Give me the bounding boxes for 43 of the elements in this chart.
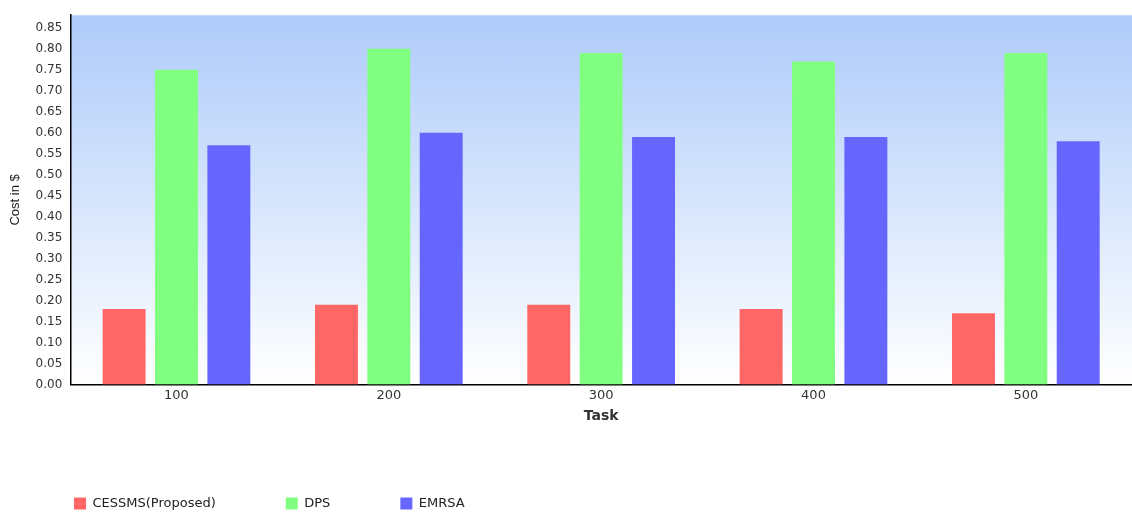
- x-tick-label: 100: [164, 386, 189, 402]
- y-tick-label: 0.80: [35, 40, 63, 55]
- y-axis-title: Cost in $: [7, 173, 23, 226]
- y-tick-label: 0.40: [35, 208, 63, 223]
- y-tick-label: 0.10: [35, 334, 63, 349]
- y-tick-label: 0.50: [35, 166, 63, 181]
- bar: [527, 304, 571, 385]
- y-tick-label: 0.15: [35, 313, 63, 328]
- y-tick-label: 0.75: [35, 61, 63, 76]
- x-tick-label: 300: [588, 386, 614, 402]
- y-tick-label: 0.30: [35, 250, 63, 265]
- x-tick-label: 500: [1013, 386, 1039, 402]
- bar: [632, 136, 676, 385]
- bar: [419, 132, 463, 385]
- y-tick-label: 0.35: [35, 229, 63, 244]
- bar: [844, 136, 888, 385]
- y-tick-label: 0.25: [35, 271, 63, 286]
- x-axis-title: Task: [583, 407, 620, 424]
- x-tick-label: 200: [376, 386, 402, 402]
- bar: [579, 52, 623, 385]
- bar: [792, 61, 835, 385]
- bar: [155, 69, 198, 385]
- y-tick-label: 0.20: [35, 292, 63, 307]
- bar: [1004, 52, 1048, 385]
- legend-label: EMRSA: [418, 494, 465, 510]
- legend-label: CESSMS(Proposed): [92, 494, 216, 510]
- y-tick-label: 0.60: [35, 124, 63, 139]
- x-tick-label: 400: [801, 386, 826, 402]
- bar: [367, 48, 411, 385]
- bar: [951, 313, 995, 385]
- y-tick-label: 0.00: [35, 376, 63, 391]
- bar: [739, 309, 783, 385]
- legend-label: DPS: [304, 494, 331, 510]
- y-tick-label: 0.85: [35, 19, 63, 34]
- y-tick-label: 0.45: [35, 187, 63, 202]
- y-tick-label: 0.70: [35, 82, 63, 97]
- bar: [314, 304, 358, 385]
- bar: [1056, 141, 1100, 385]
- y-tick-label: 0.05: [35, 355, 63, 370]
- bar: [102, 309, 146, 385]
- bar: [207, 145, 251, 385]
- y-tick-label: 0.55: [35, 145, 63, 160]
- y-tick-label: 0.65: [35, 103, 63, 118]
